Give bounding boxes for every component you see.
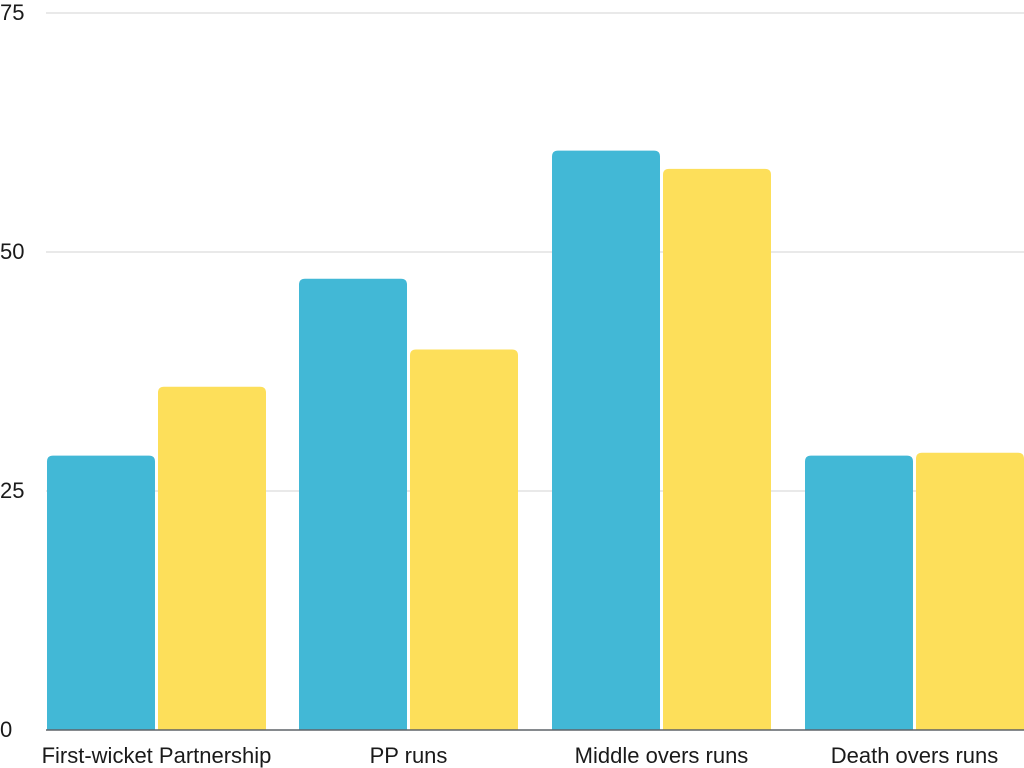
y-tick-label: 0 <box>0 717 12 742</box>
bar-series2-2 <box>663 168 771 730</box>
labels: 0 25 50 75 First-wicket Partnership PP runs Mi… <box>0 0 998 768</box>
x-category-label: Death overs runs <box>831 743 999 768</box>
bar-series1-1 <box>299 278 407 730</box>
bar-series2-1 <box>410 349 518 730</box>
bar-series1-3 <box>805 455 913 730</box>
bar-series2-3 <box>916 452 1024 730</box>
y-tick-label: 25 <box>0 478 24 503</box>
bar-series1-0 <box>47 455 155 730</box>
bars <box>47 150 1024 730</box>
x-category-label: First-wicket Partnership <box>42 743 272 768</box>
bar-series1-2 <box>552 150 660 730</box>
x-category-label: PP runs <box>370 743 448 768</box>
y-tick-label: 75 <box>0 0 24 25</box>
bar-series2-0 <box>158 386 266 730</box>
y-tick-label: 50 <box>0 239 24 264</box>
x-category-label: Middle overs runs <box>575 743 749 768</box>
